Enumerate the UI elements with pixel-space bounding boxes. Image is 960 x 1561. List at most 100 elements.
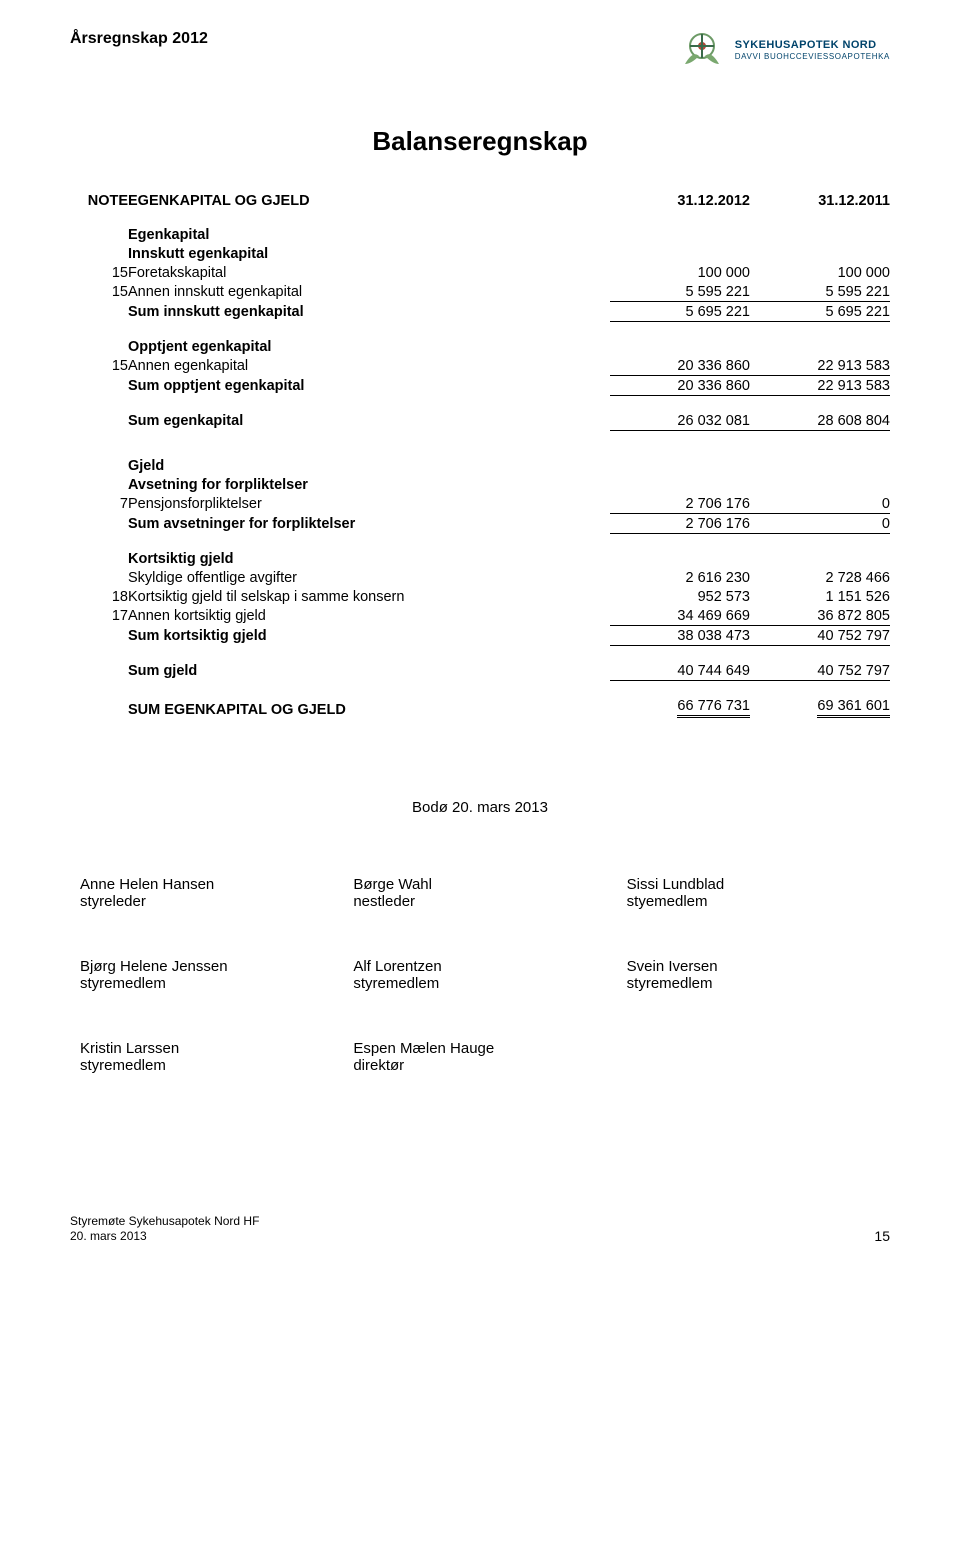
- value-cell: 0: [750, 514, 890, 534]
- page-number: 15: [874, 1228, 890, 1244]
- label-cell: Sum gjeld: [128, 661, 610, 681]
- sum-row: Sum egenkapital 26 032 081 28 608 804: [70, 411, 890, 431]
- value-cell: 2 728 466: [750, 568, 890, 587]
- col-v2-header: 31.12.2011: [750, 191, 890, 210]
- balance-table: NOTE EGENKAPITAL OG GJELD 31.12.2012 31.…: [70, 191, 890, 719]
- signatory: Espen Mælen Hauge direktør: [353, 1040, 606, 1074]
- heading: Opptjent egenkapital: [128, 337, 610, 356]
- value-cell: 34 469 669: [610, 606, 750, 626]
- value-cell: 26 032 081: [610, 411, 750, 431]
- sum-row: Sum avsetninger for forpliktelser 2 706 …: [70, 514, 890, 534]
- value-cell: 66 776 731: [610, 696, 750, 719]
- table-row: 15 Annen innskutt egenkapital 5 595 221 …: [70, 282, 890, 302]
- table-row: 15 Foretakskapital 100 000 100 000: [70, 263, 890, 282]
- sum-row: Sum kortsiktig gjeld 38 038 473 40 752 7…: [70, 626, 890, 646]
- note-cell: 15: [70, 263, 128, 282]
- sum-row: Sum innskutt egenkapital 5 695 221 5 695…: [70, 302, 890, 322]
- page-title: Balanseregnskap: [70, 126, 890, 157]
- section-opptjent: Opptjent egenkapital: [70, 337, 890, 356]
- signatory-role: styremedlem: [80, 975, 333, 992]
- signatory: Bjørg Helene Jenssen styremedlem: [80, 958, 333, 992]
- heading: Innskutt egenkapital: [128, 244, 610, 263]
- signatory-name: Espen Mælen Hauge: [353, 1040, 606, 1057]
- value-cell: 36 872 805: [750, 606, 890, 626]
- logo-line1: SYKEHUSAPOTEK NORD: [735, 39, 890, 52]
- sum-row: Sum opptjent egenkapital 20 336 860 22 9…: [70, 376, 890, 396]
- value-cell: 40 744 649: [610, 661, 750, 681]
- label-cell: Sum opptjent egenkapital: [128, 376, 610, 396]
- value-cell: 22 913 583: [750, 376, 890, 396]
- signatory-role: styremedlem: [353, 975, 606, 992]
- col-v1-header: 31.12.2012: [610, 191, 750, 210]
- label-cell: Kortsiktig gjeld til selskap i samme kon…: [128, 587, 610, 606]
- table-row: 15 Annen egenkapital 20 336 860 22 913 5…: [70, 356, 890, 376]
- footer-line2: 20. mars 2013: [70, 1229, 259, 1244]
- signatories-grid: Anne Helen Hansen styreleder Børge Wahl …: [80, 876, 880, 1074]
- signatory-role: nestleder: [353, 893, 606, 910]
- value-cell: 69 361 601: [750, 696, 890, 719]
- section-egenkapital: Egenkapital: [70, 225, 890, 244]
- signatory: Svein Iversen styremedlem: [627, 958, 880, 992]
- page-footer: Styremøte Sykehusapotek Nord HF 20. mars…: [70, 1214, 259, 1244]
- signatory: Sissi Lundblad styemedlem: [627, 876, 880, 910]
- heading: Egenkapital: [128, 225, 610, 244]
- label-cell: Sum egenkapital: [128, 411, 610, 431]
- col-note-header: NOTE: [70, 191, 128, 210]
- signatory-name: Bjørg Helene Jenssen: [80, 958, 333, 975]
- section-kort-gjeld: Kortsiktig gjeld: [70, 549, 890, 568]
- section-avsetning: Avsetning for forpliktelser: [70, 475, 890, 494]
- value-cell: 5 595 221: [750, 282, 890, 302]
- signatory: Anne Helen Hansen styreleder: [80, 876, 333, 910]
- signatory: Kristin Larssen styremedlem: [80, 1040, 333, 1074]
- label-cell: Sum kortsiktig gjeld: [128, 626, 610, 646]
- value-cell: 40 752 797: [750, 626, 890, 646]
- logo-mark-icon: [679, 30, 725, 70]
- section-innskutt: Innskutt egenkapital: [70, 244, 890, 263]
- section-gjeld: Gjeld: [70, 456, 890, 475]
- report-title: Årsregnskap 2012: [70, 30, 208, 48]
- value-cell: 20 336 860: [610, 356, 750, 376]
- signatory-role: styemedlem: [627, 893, 880, 910]
- heading: Gjeld: [128, 456, 610, 475]
- note-cell: 7: [70, 494, 128, 514]
- page-header: Årsregnskap 2012 SYKEHUSAPOTEK NORD DAVV…: [70, 30, 890, 86]
- signatory-name: Alf Lorentzen: [353, 958, 606, 975]
- signatory-name: Anne Helen Hansen: [80, 876, 333, 893]
- label-cell: Annen innskutt egenkapital: [128, 282, 610, 302]
- logo-line2: DAVVI BUOHCCEVIESSOAPOTEHKA: [735, 52, 890, 61]
- signatory-name: Kristin Larssen: [80, 1040, 333, 1057]
- logo-text: SYKEHUSAPOTEK NORD DAVVI BUOHCCEVIESSOAP…: [735, 39, 890, 61]
- value-cell: 5 695 221: [750, 302, 890, 322]
- value-cell: 20 336 860: [610, 376, 750, 396]
- label-cell: Sum avsetninger for forpliktelser: [128, 514, 610, 534]
- value-cell: 28 608 804: [750, 411, 890, 431]
- value-cell: 100 000: [750, 263, 890, 282]
- heading: Avsetning for forpliktelser: [128, 475, 610, 494]
- table-header-row: NOTE EGENKAPITAL OG GJELD 31.12.2012 31.…: [70, 191, 890, 210]
- sum-row: Sum gjeld 40 744 649 40 752 797: [70, 661, 890, 681]
- note-cell: 18: [70, 587, 128, 606]
- label-cell: Pensjonsforpliktelser: [128, 494, 610, 514]
- value-cell: 0: [750, 494, 890, 514]
- signatory-name: Sissi Lundblad: [627, 876, 880, 893]
- note-cell: 15: [70, 356, 128, 376]
- signatory-role: direktør: [353, 1057, 606, 1074]
- note-cell: [70, 568, 128, 587]
- table-row: 7 Pensjonsforpliktelser 2 706 176 0: [70, 494, 890, 514]
- signatory: Børge Wahl nestleder: [353, 876, 606, 910]
- signatory-role: styremedlem: [627, 975, 880, 992]
- signatory-empty: [627, 1040, 880, 1074]
- footer-line1: Styremøte Sykehusapotek Nord HF: [70, 1214, 259, 1229]
- heading: Kortsiktig gjeld: [128, 549, 610, 568]
- note-cell: 15: [70, 282, 128, 302]
- table-row: 17 Annen kortsiktig gjeld 34 469 669 36 …: [70, 606, 890, 626]
- col-label-header: EGENKAPITAL OG GJELD: [128, 191, 610, 210]
- note-cell: 17: [70, 606, 128, 626]
- value-cell: 38 038 473: [610, 626, 750, 646]
- value-cell: 22 913 583: [750, 356, 890, 376]
- value-cell: 2 616 230: [610, 568, 750, 587]
- value-cell: 40 752 797: [750, 661, 890, 681]
- total-row: SUM EGENKAPITAL OG GJELD 66 776 731 69 3…: [70, 696, 890, 719]
- value-cell: 100 000: [610, 263, 750, 282]
- company-logo: SYKEHUSAPOTEK NORD DAVVI BUOHCCEVIESSOAP…: [679, 30, 890, 70]
